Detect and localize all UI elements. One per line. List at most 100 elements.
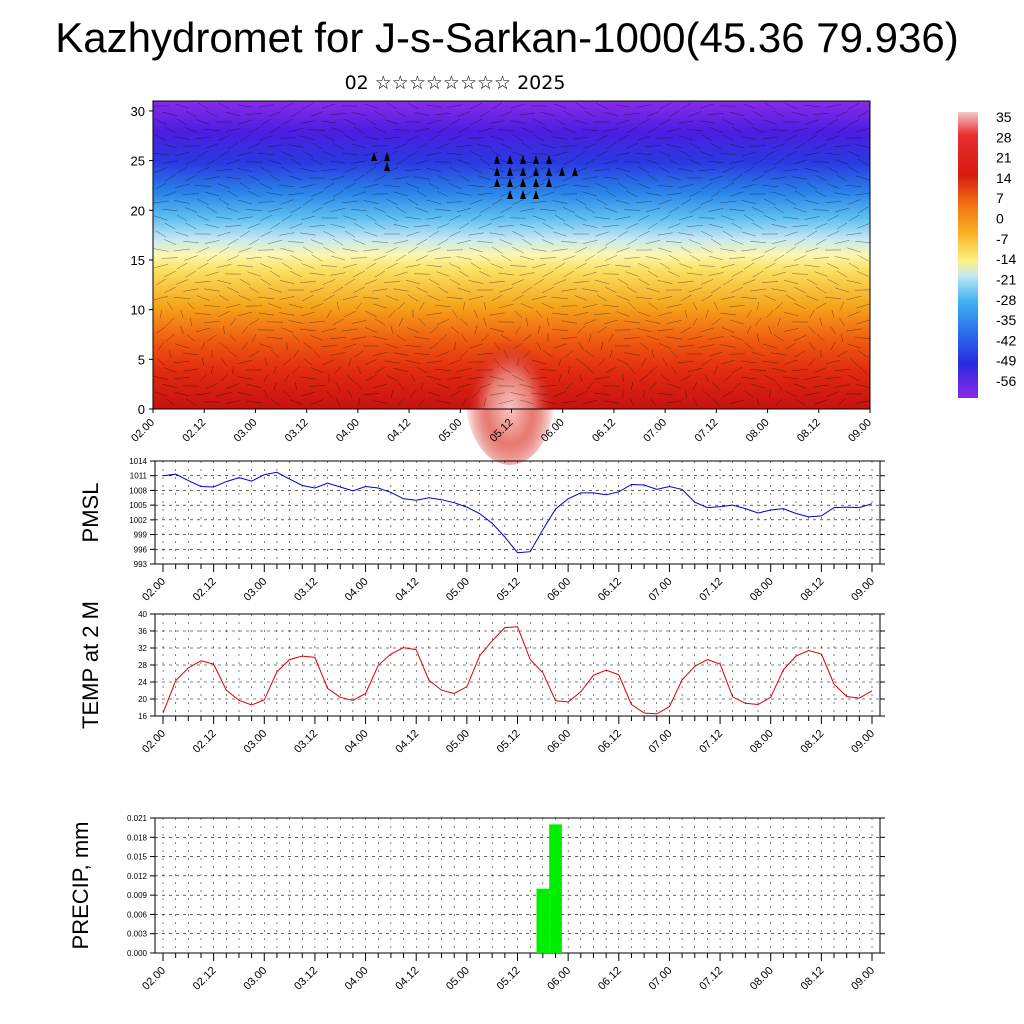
wind-barb: [393, 240, 409, 244]
wind-barb: [746, 310, 752, 318]
x-tick-label: 09.00: [846, 417, 874, 445]
wind-barb: [428, 182, 440, 190]
wind-barb: [493, 342, 501, 350]
wind-barb: [219, 374, 229, 382]
wind-barb: [372, 400, 388, 404]
wind-barb: [225, 225, 241, 227]
x-tick-label: 08.12: [799, 965, 827, 993]
wind-barb: [657, 232, 673, 236]
wind-barb: [575, 198, 587, 206]
wind-barb: [742, 103, 756, 109]
wind-barb: [679, 135, 693, 141]
wind-barb: [196, 119, 210, 125]
wind-barb: [197, 102, 209, 110]
wind-barb: [584, 110, 596, 118]
wind-barb: [195, 392, 211, 396]
wind-barb: [615, 264, 631, 268]
wind-barb: [804, 216, 820, 220]
wind-barb: [710, 190, 722, 198]
wind-barb: [751, 255, 765, 261]
wind-barb: [806, 182, 818, 190]
triangle-marker: [371, 152, 377, 161]
wind-barb: [657, 280, 673, 284]
wind-barb: [647, 270, 659, 278]
wind-barb: [457, 111, 471, 117]
wind-barb: [426, 167, 442, 173]
wind-barb: [456, 192, 472, 196]
wind-barb: [330, 208, 346, 212]
wind-barb: [216, 169, 232, 171]
wind-barb: [642, 389, 646, 399]
wind-barb: [609, 349, 613, 359]
wind-barb: [335, 382, 341, 390]
wind-barb: [426, 152, 442, 156]
wind-barb: [584, 206, 596, 214]
wind-barb: [540, 208, 556, 212]
x-tick-label: 07.00: [647, 728, 675, 756]
wind-barb: [679, 215, 693, 221]
wind-barb: [583, 319, 597, 325]
wind-barb: [436, 319, 450, 325]
wind-barb: [561, 400, 577, 404]
wind-barb: [564, 350, 574, 358]
wind-barb: [309, 272, 325, 276]
wind-barb: [416, 238, 428, 246]
wind-barb: [153, 376, 169, 380]
wind-barb: [241, 342, 249, 350]
wind-barb: [489, 120, 505, 124]
colorbar-label: -49: [996, 353, 1016, 369]
wind-barb: [723, 374, 733, 382]
wind-barb: [657, 296, 673, 300]
wind-barb: [689, 159, 701, 165]
wind-barb: [183, 240, 199, 244]
wind-barb: [741, 136, 757, 140]
wind-barb: [334, 366, 342, 374]
wind-barb: [456, 256, 472, 260]
wind-barb: [310, 335, 324, 341]
wind-barb: [773, 206, 785, 214]
wind-barb: [174, 297, 190, 299]
wind-barb: [814, 223, 828, 229]
wind-barb: [205, 383, 219, 389]
y-tick-label: 30: [131, 104, 145, 119]
wind-barb: [300, 376, 316, 380]
wind-barb: [390, 325, 394, 335]
wind-barb: [323, 182, 335, 190]
wind-barb: [783, 376, 799, 380]
wind-barb: [689, 142, 701, 150]
wind-barb: [666, 144, 682, 148]
wind-barb: [540, 111, 556, 117]
wind-barb: [856, 175, 870, 181]
wind-barb: [491, 198, 503, 206]
triangle-marker: [533, 178, 539, 187]
wind-barb: [709, 351, 723, 357]
x-tick-label: 03.12: [283, 417, 311, 445]
wind-barb: [751, 383, 765, 389]
wind-barb: [657, 393, 673, 395]
x-tick-label: 07.12: [697, 728, 725, 756]
wind-barb: [552, 312, 568, 316]
wind-barb: [406, 135, 420, 141]
wind-barb: [678, 184, 694, 188]
wind-barb: [331, 175, 345, 181]
wind-barb: [500, 142, 512, 150]
wind-barb: [500, 254, 512, 262]
wind-barb: [533, 134, 545, 142]
wind-barb: [301, 135, 315, 141]
x-tick-label: 03.12: [292, 728, 320, 756]
wind-barb: [166, 318, 174, 326]
wind-barb: [659, 262, 671, 270]
wind-barb: [155, 134, 167, 142]
wind-barb: [174, 361, 190, 363]
wind-barb: [246, 383, 262, 389]
wind-barb: [246, 401, 262, 403]
wind-barb: [536, 341, 542, 351]
wind-barb: [554, 166, 566, 174]
wind-barb: [175, 103, 189, 109]
wind-barb: [847, 199, 861, 205]
wind-barb: [162, 208, 178, 212]
wind-barb: [228, 350, 238, 358]
y-tick-label: 996: [134, 545, 148, 554]
wind-barb: [183, 368, 199, 372]
wind-barb: [552, 151, 568, 157]
